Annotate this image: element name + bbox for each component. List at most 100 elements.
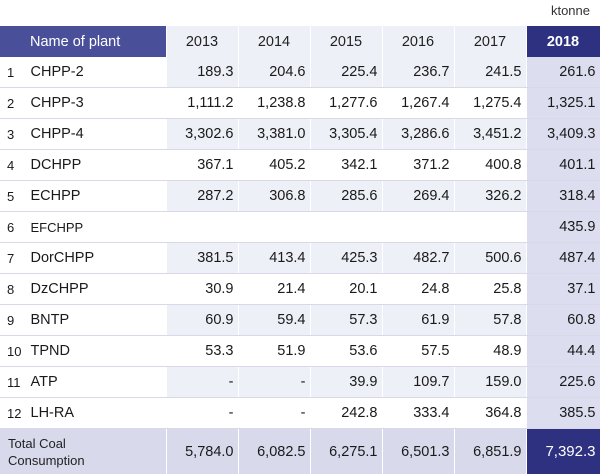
total-value: 5,784.0 (166, 429, 238, 474)
value-cell: 189.3 (166, 57, 238, 88)
value-cell: 405.2 (238, 150, 310, 181)
coal-consumption-table: Name of plant 2013 2014 2015 2016 2017 2… (0, 26, 600, 474)
row-number: 10 (0, 336, 26, 367)
column-header-year: 2015 (310, 26, 382, 57)
value-cell: 3,302.6 (166, 119, 238, 150)
row-number: 11 (0, 367, 26, 398)
column-header-year: 2013 (166, 26, 238, 57)
plant-name: CHPP-2 (26, 57, 166, 88)
value-cell (166, 212, 238, 243)
row-number: 8 (0, 274, 26, 305)
value-cell-highlight: 1,325.1 (526, 88, 600, 119)
value-cell: 364.8 (454, 398, 526, 429)
value-cell: 269.4 (382, 181, 454, 212)
row-number: 9 (0, 305, 26, 336)
row-number: 3 (0, 119, 26, 150)
value-cell-highlight: 435.9 (526, 212, 600, 243)
total-label-line1: Total Coal (8, 436, 66, 451)
value-cell-highlight: 44.4 (526, 336, 600, 367)
value-cell-highlight: 37.1 (526, 274, 600, 305)
value-cell-highlight: 487.4 (526, 243, 600, 274)
value-cell: 1,275.4 (454, 88, 526, 119)
value-cell: 24.8 (382, 274, 454, 305)
plant-name: ECHPP (26, 181, 166, 212)
value-cell: 500.6 (454, 243, 526, 274)
total-value: 6,501.3 (382, 429, 454, 474)
value-cell: 400.8 (454, 150, 526, 181)
value-cell: 241.5 (454, 57, 526, 88)
value-cell: 48.9 (454, 336, 526, 367)
total-value: 6,851.9 (454, 429, 526, 474)
row-number: 2 (0, 88, 26, 119)
total-value: 6,275.1 (310, 429, 382, 474)
value-cell (382, 212, 454, 243)
value-cell: 53.6 (310, 336, 382, 367)
column-header-year: 2016 (382, 26, 454, 57)
row-number: 7 (0, 243, 26, 274)
value-cell: 225.4 (310, 57, 382, 88)
row-number: 1 (0, 57, 26, 88)
value-cell: - (166, 398, 238, 429)
value-cell: 30.9 (166, 274, 238, 305)
plant-name: CHPP-4 (26, 119, 166, 150)
value-cell: 285.6 (310, 181, 382, 212)
value-cell: - (238, 367, 310, 398)
plant-name: ATP (26, 367, 166, 398)
value-cell-highlight: 318.4 (526, 181, 600, 212)
total-label: Total Coal Consumption (0, 429, 166, 474)
value-cell: 53.3 (166, 336, 238, 367)
value-cell-highlight: 3,409.3 (526, 119, 600, 150)
plant-name: DCHPP (26, 150, 166, 181)
value-cell: 482.7 (382, 243, 454, 274)
value-cell: 367.1 (166, 150, 238, 181)
value-cell: - (238, 398, 310, 429)
value-cell: 3,451.2 (454, 119, 526, 150)
value-cell: 204.6 (238, 57, 310, 88)
plant-name: DorCHPP (26, 243, 166, 274)
value-cell: 1,277.6 (310, 88, 382, 119)
value-cell: - (166, 367, 238, 398)
row-number: 5 (0, 181, 26, 212)
value-cell: 342.1 (310, 150, 382, 181)
value-cell: 57.8 (454, 305, 526, 336)
value-cell: 57.3 (310, 305, 382, 336)
value-cell: 371.2 (382, 150, 454, 181)
value-cell: 333.4 (382, 398, 454, 429)
plant-name: CHPP-3 (26, 88, 166, 119)
value-cell: 287.2 (166, 181, 238, 212)
value-cell: 25.8 (454, 274, 526, 305)
value-cell-highlight: 60.8 (526, 305, 600, 336)
total-value-highlight: 7,392.3 (526, 429, 600, 474)
column-header-year: 2017 (454, 26, 526, 57)
column-header-year: 2014 (238, 26, 310, 57)
value-cell: 306.8 (238, 181, 310, 212)
row-number: 6 (0, 212, 26, 243)
total-row: Total Coal Consumption 5,784.0 6,082.5 6… (0, 429, 600, 474)
total-value: 6,082.5 (238, 429, 310, 474)
value-cell (454, 212, 526, 243)
value-cell: 3,286.6 (382, 119, 454, 150)
header-row: Name of plant 2013 2014 2015 2016 2017 2… (0, 26, 600, 57)
value-cell: 425.3 (310, 243, 382, 274)
value-cell: 1,238.8 (238, 88, 310, 119)
plant-name: EFCHPP (26, 212, 166, 243)
value-cell: 1,111.2 (166, 88, 238, 119)
plant-name: LH-RA (26, 398, 166, 429)
value-cell (310, 212, 382, 243)
value-cell: 39.9 (310, 367, 382, 398)
column-header-year-highlight: 2018 (526, 26, 600, 57)
plant-name: BNTP (26, 305, 166, 336)
value-cell-highlight: 401.1 (526, 150, 600, 181)
value-cell: 236.7 (382, 57, 454, 88)
plant-name: DzCHPP (26, 274, 166, 305)
value-cell: 381.5 (166, 243, 238, 274)
